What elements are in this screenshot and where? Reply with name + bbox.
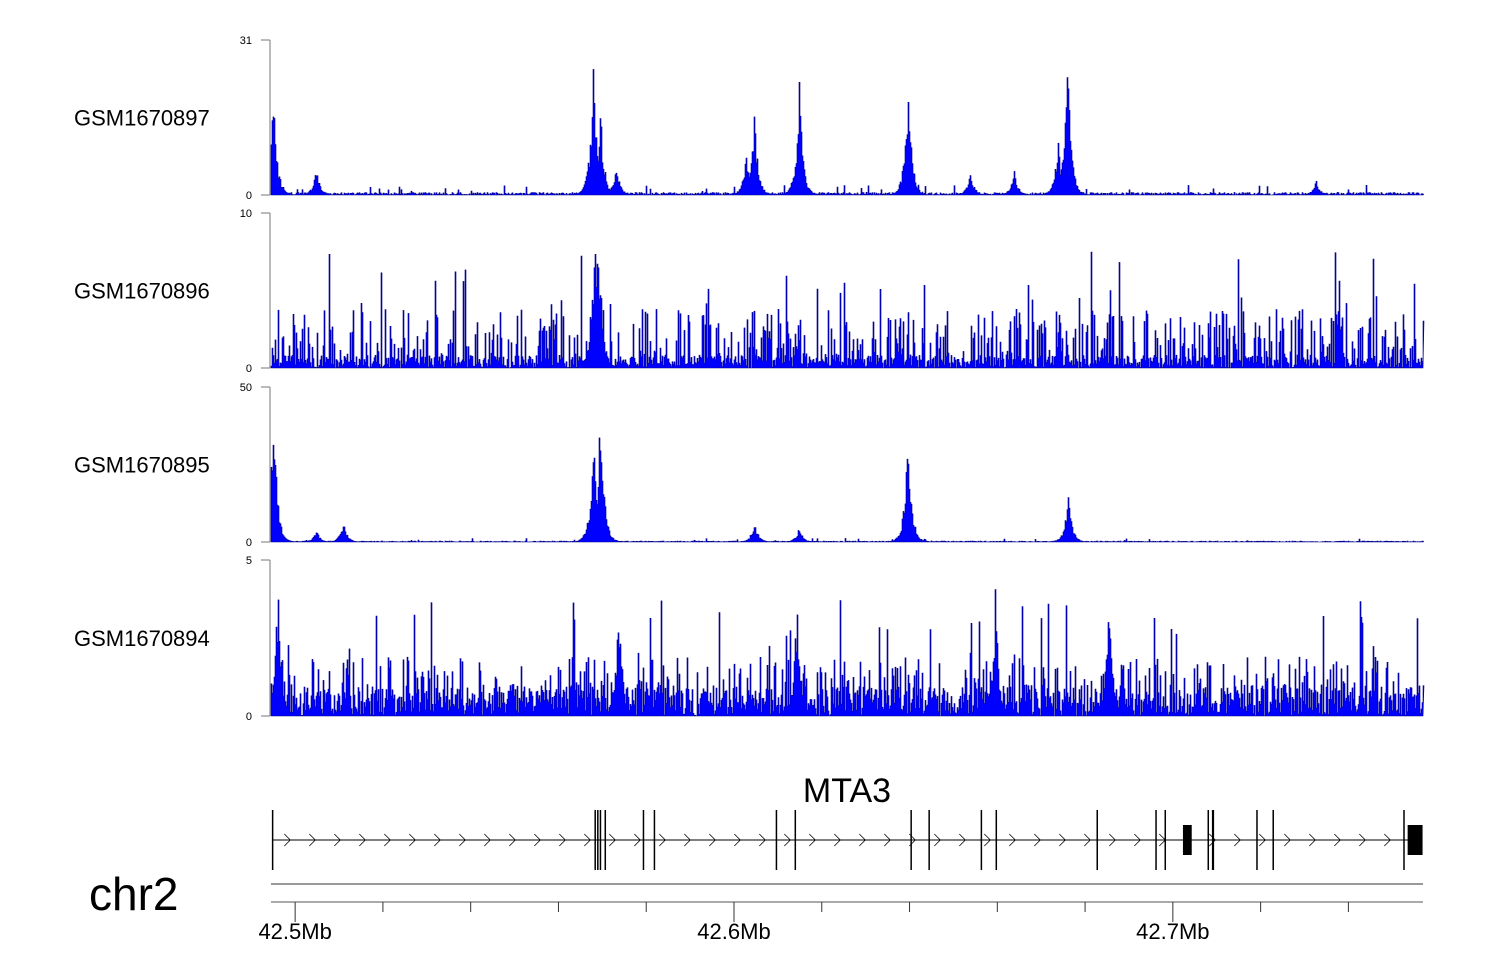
strand-arrow bbox=[934, 833, 941, 847]
exon bbox=[1155, 810, 1157, 870]
strand-arrow bbox=[509, 833, 516, 847]
strand-arrow bbox=[1109, 833, 1116, 847]
strand-arrow bbox=[684, 833, 691, 847]
strand-arrow bbox=[1084, 833, 1091, 847]
strand-arrow bbox=[1384, 833, 1391, 847]
strand-arrow bbox=[759, 833, 766, 847]
y-tick-label: 10 bbox=[240, 208, 252, 220]
x-tick-label: 42.5Mb bbox=[258, 919, 331, 944]
strand-arrow bbox=[534, 833, 541, 847]
strand-arrow bbox=[859, 833, 866, 847]
strand-arrow bbox=[359, 833, 366, 847]
strand-arrow bbox=[559, 833, 566, 847]
strand-arrow bbox=[334, 833, 341, 847]
x-tick-label: 42.6Mb bbox=[697, 919, 770, 944]
exon bbox=[910, 810, 912, 870]
track-label: GSM1670895 bbox=[74, 453, 210, 478]
exon bbox=[1256, 810, 1258, 870]
strand-arrow bbox=[1334, 833, 1341, 847]
y-tick-label: 0 bbox=[246, 711, 252, 723]
strand-arrow bbox=[1209, 833, 1216, 847]
strand-arrow bbox=[459, 833, 466, 847]
y-tick-label: 0 bbox=[246, 363, 252, 375]
signal-area-GSM1670894 bbox=[270, 589, 1425, 717]
strand-arrow bbox=[484, 833, 491, 847]
exon bbox=[928, 810, 930, 870]
y-tick-label: 50 bbox=[240, 382, 252, 394]
strand-arrow bbox=[584, 833, 591, 847]
exon bbox=[980, 810, 983, 870]
strand-arrow bbox=[1284, 833, 1291, 847]
strand-arrow bbox=[1359, 833, 1366, 847]
strand-arrow bbox=[634, 833, 641, 847]
strand-arrow bbox=[1059, 833, 1066, 847]
strand-arrow bbox=[959, 833, 966, 847]
gene-name: MTA3 bbox=[803, 772, 891, 810]
strand-arrow bbox=[884, 833, 891, 847]
strand-arrow bbox=[409, 833, 416, 847]
y-tick-label: 0 bbox=[246, 537, 252, 549]
exon bbox=[271, 810, 274, 870]
strand-arrow bbox=[284, 833, 291, 847]
signal-area-GSM1670896 bbox=[270, 251, 1425, 369]
exon bbox=[604, 810, 607, 870]
exon bbox=[1403, 810, 1405, 870]
exon bbox=[995, 810, 998, 870]
strand-arrow bbox=[709, 833, 716, 847]
strand-arrow bbox=[659, 833, 666, 847]
y-tick-label: 0 bbox=[246, 190, 252, 202]
exon bbox=[1164, 810, 1167, 870]
exon bbox=[1211, 810, 1215, 870]
y-tick-label: 31 bbox=[240, 35, 252, 47]
strand-arrow bbox=[1034, 833, 1041, 847]
signal-area-GSM1670897 bbox=[270, 69, 1425, 196]
y-tick-label: 5 bbox=[246, 555, 252, 567]
strand-arrow bbox=[1134, 833, 1141, 847]
exon bbox=[599, 810, 602, 870]
strand-arrow bbox=[834, 833, 841, 847]
exon bbox=[1407, 825, 1423, 855]
strand-arrow bbox=[734, 833, 741, 847]
strand-arrow bbox=[434, 833, 441, 847]
strand-arrow bbox=[1234, 833, 1241, 847]
exon bbox=[594, 810, 596, 870]
exon bbox=[597, 810, 599, 870]
strand-arrow bbox=[809, 833, 816, 847]
exon bbox=[794, 810, 797, 870]
strand-arrow bbox=[309, 833, 316, 847]
exon bbox=[1182, 825, 1192, 855]
strand-arrow bbox=[1009, 833, 1016, 847]
exon bbox=[1207, 810, 1210, 870]
exon bbox=[775, 810, 778, 870]
strand-arrow bbox=[1309, 833, 1316, 847]
strand-arrow bbox=[384, 833, 391, 847]
strand-arrow bbox=[984, 833, 991, 847]
track-label: GSM1670896 bbox=[74, 279, 210, 304]
exon bbox=[642, 810, 645, 870]
signal-area-GSM1670895 bbox=[270, 437, 1425, 543]
strand-arrow bbox=[609, 833, 616, 847]
strand-arrow bbox=[1259, 833, 1266, 847]
track-label: GSM1670894 bbox=[74, 626, 210, 651]
x-tick-label: 42.7Mb bbox=[1136, 919, 1209, 944]
chromosome-label: chr2 bbox=[89, 868, 178, 920]
track-label: GSM1670897 bbox=[74, 106, 210, 131]
exon bbox=[1272, 810, 1274, 870]
exon bbox=[653, 810, 656, 870]
strand-arrow bbox=[784, 833, 791, 847]
exon bbox=[1096, 810, 1098, 870]
